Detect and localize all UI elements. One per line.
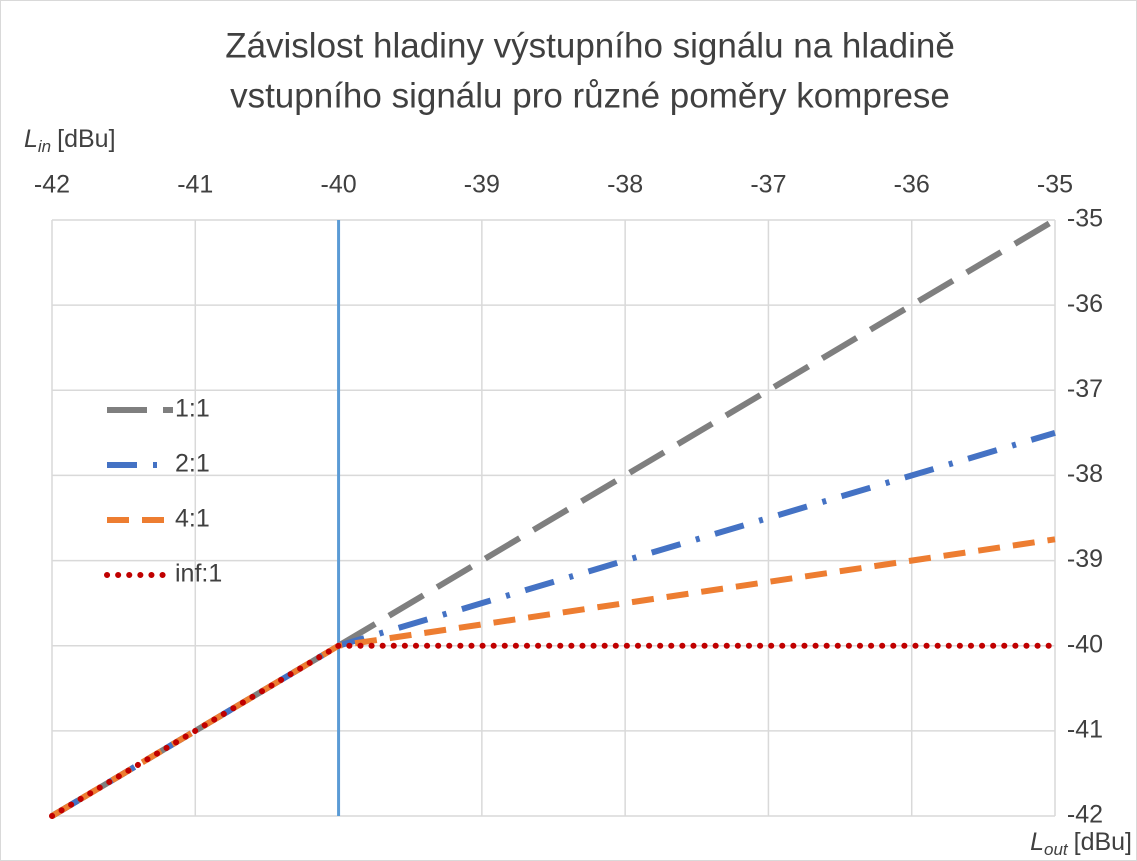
y-tick-label: -37 <box>1067 375 1103 403</box>
label-unit: [dBu] <box>57 125 115 153</box>
x-tick-label: -36 <box>894 171 930 199</box>
label-sub: in <box>38 137 51 156</box>
chart-title: vstupního signálu pro různé poměry kompr… <box>230 76 950 115</box>
x-tick-label: -41 <box>177 171 213 199</box>
y-tick-label: -39 <box>1067 545 1103 573</box>
legend-label: 1:1 <box>175 395 210 423</box>
x-tick-label: -37 <box>750 171 786 199</box>
y-tick-label: -35 <box>1067 205 1103 233</box>
label-base: L <box>1030 828 1044 856</box>
x-tick-label: -42 <box>34 171 70 199</box>
y-tick-label: -42 <box>1067 801 1103 829</box>
legend-label: inf:1 <box>175 560 222 588</box>
x-axis-label: Lin [dBu] <box>24 125 116 157</box>
legend-label: 2:1 <box>175 450 210 478</box>
x-tick-label: -38 <box>607 171 643 199</box>
chart-title: Závislost hladiny výstupního signálu na … <box>225 26 955 65</box>
y-axis-label: Lout [dBu] <box>1030 828 1132 860</box>
legend-label: 4:1 <box>175 505 210 533</box>
y-tick-label: -41 <box>1067 715 1103 743</box>
x-tick-label: -40 <box>321 171 357 199</box>
y-tick-label: -38 <box>1067 460 1103 488</box>
label-sub: out <box>1044 840 1069 859</box>
x-tick-label: -35 <box>1037 171 1073 199</box>
label-unit: [dBu] <box>1074 828 1132 856</box>
label-base: L <box>24 125 38 153</box>
y-tick-label: -36 <box>1067 290 1103 318</box>
y-tick-label: -40 <box>1067 630 1103 658</box>
series-line <box>49 642 1058 819</box>
x-tick-label: -39 <box>464 171 500 199</box>
